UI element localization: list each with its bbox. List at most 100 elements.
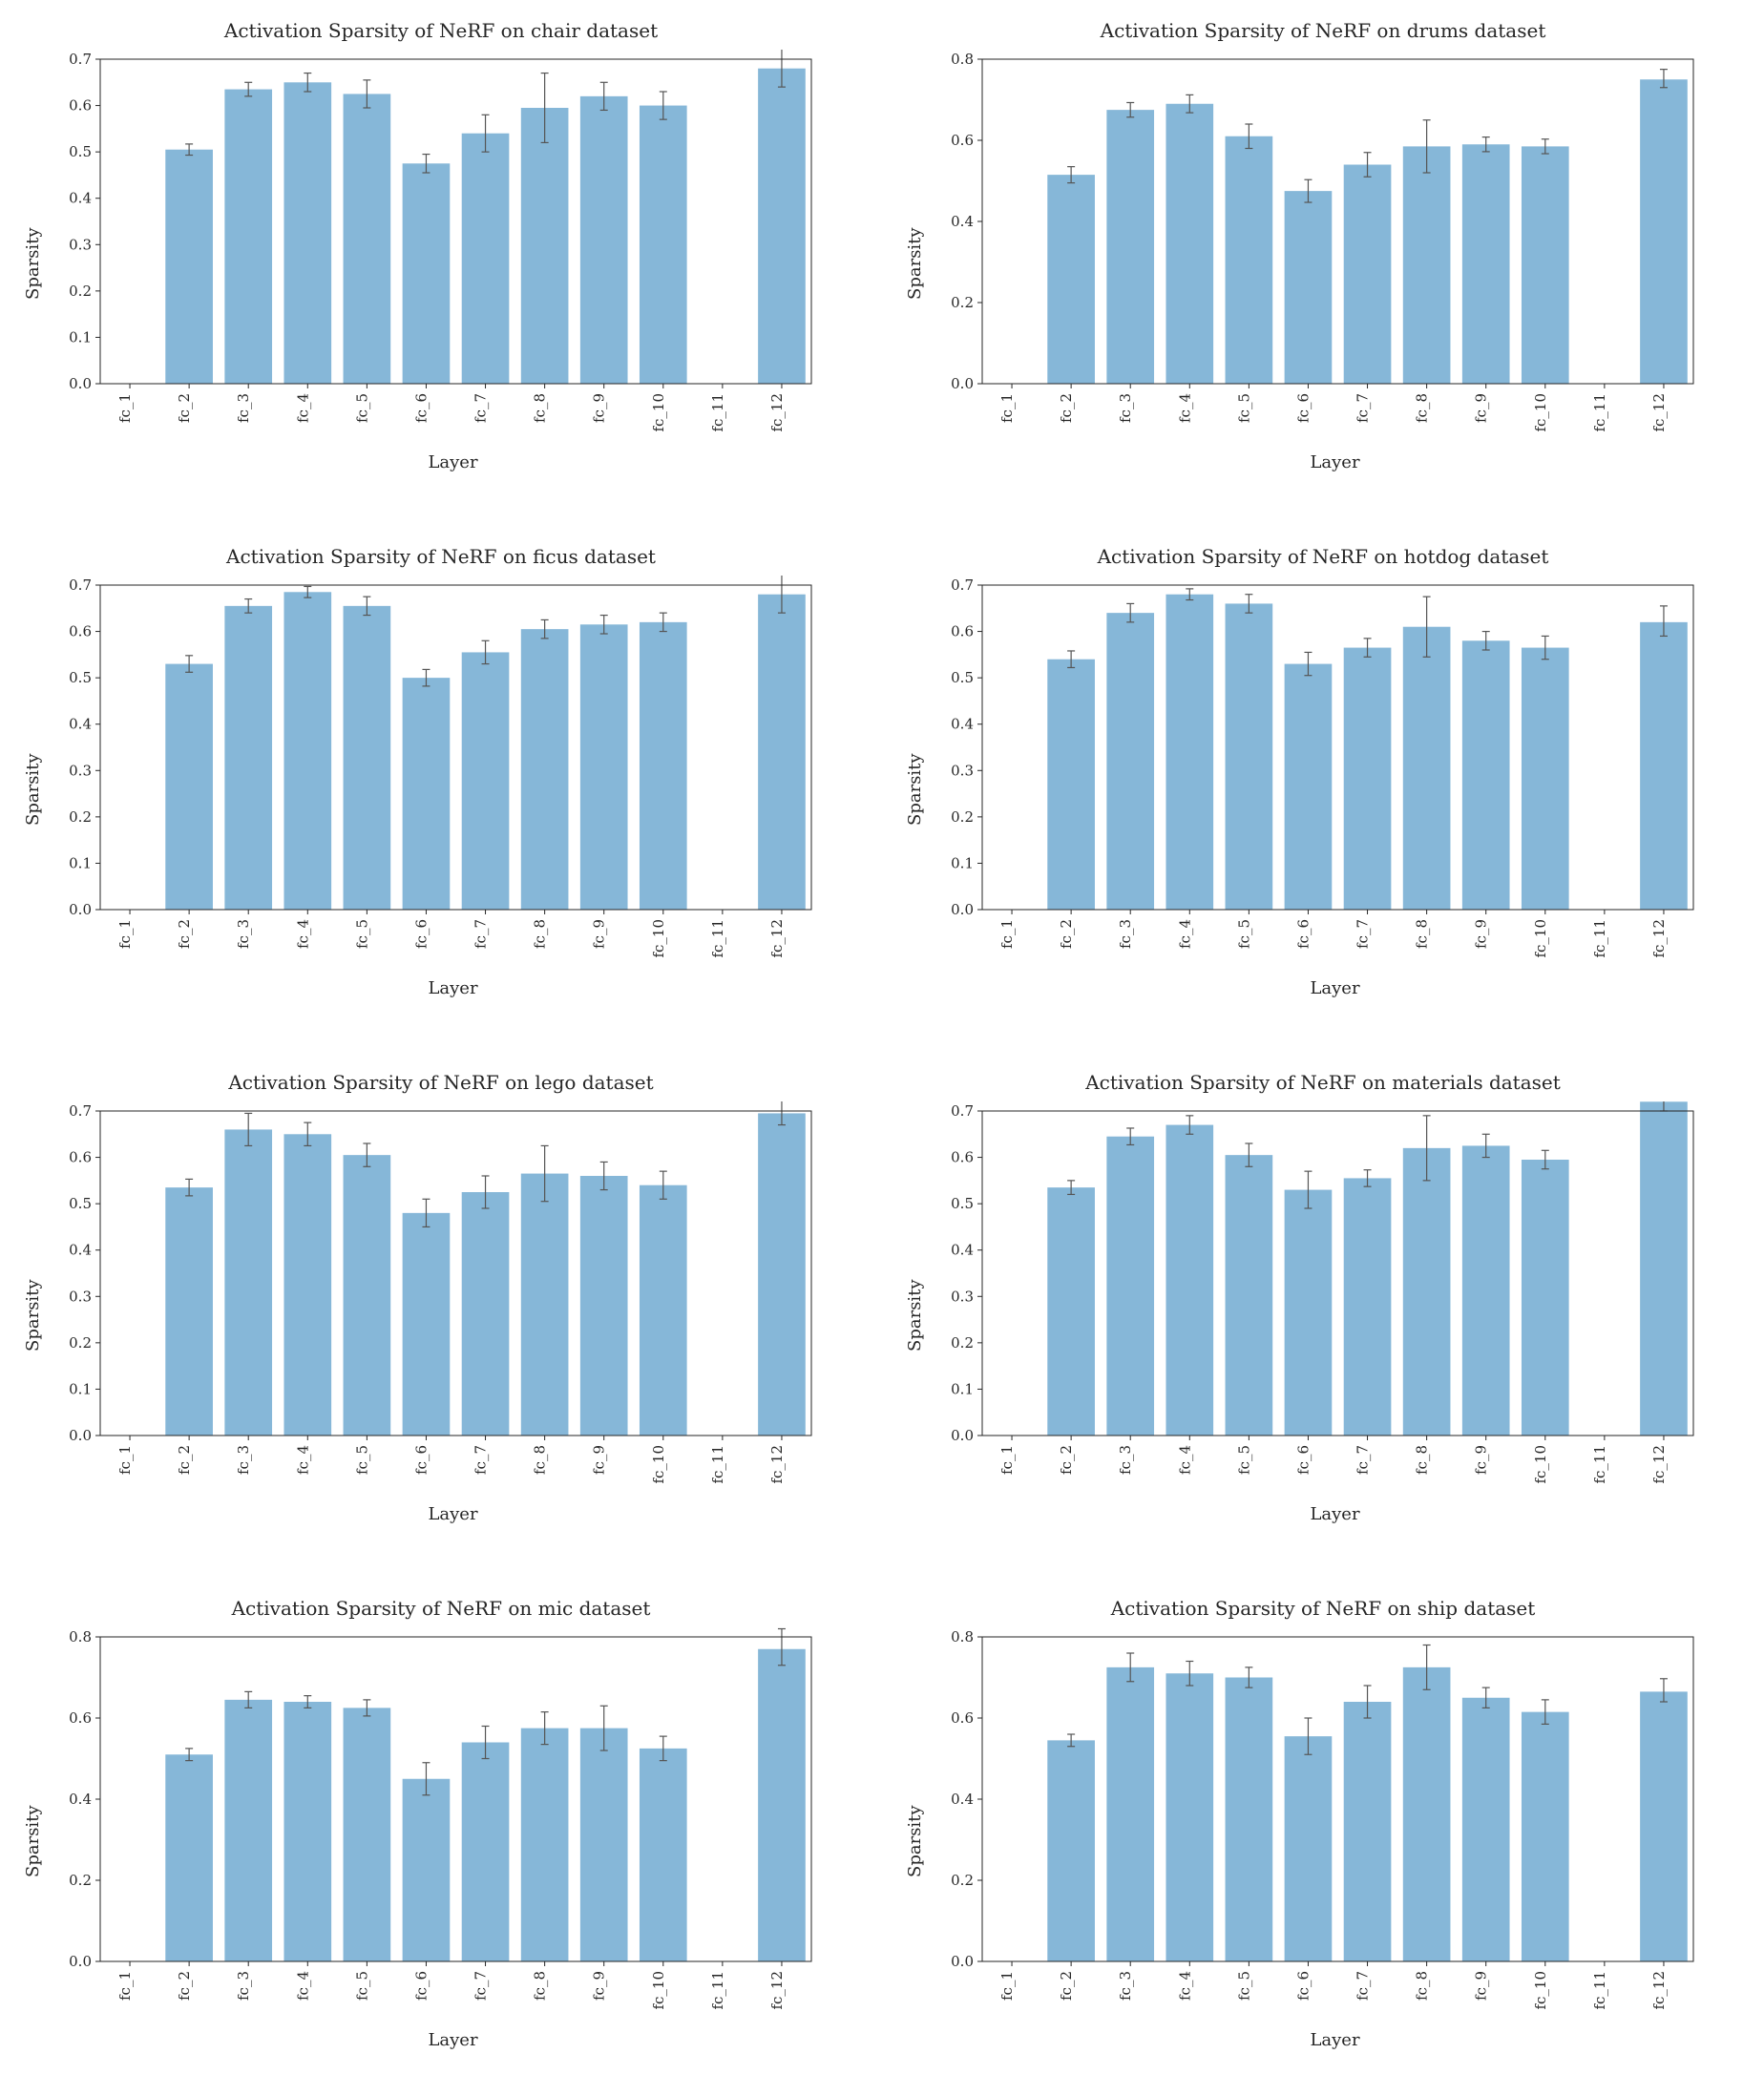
y-tick-label: 0.2 — [951, 1334, 974, 1352]
bar — [1285, 1190, 1333, 1436]
y-tick-label: 0.3 — [951, 1288, 974, 1305]
x-tick-label: fc_12 — [1650, 919, 1668, 958]
y-tick-label: 0.8 — [951, 1628, 974, 1645]
x-tick-label: fc_4 — [294, 919, 311, 949]
bar — [1462, 144, 1510, 384]
bar — [1344, 1702, 1392, 1961]
y-tick-label: 0.0 — [69, 1427, 92, 1444]
x-tick-label: fc_6 — [412, 1971, 430, 2001]
bar — [758, 595, 806, 910]
bar — [403, 163, 451, 384]
bar — [1106, 1137, 1154, 1436]
bar — [1226, 1678, 1273, 1962]
x-tick-label: fc_1 — [116, 1445, 134, 1475]
x-tick-label: fc_9 — [1473, 919, 1490, 949]
x-tick-label: fc_5 — [1235, 1971, 1252, 2001]
x-tick-label: fc_12 — [1650, 1971, 1668, 2010]
y-tick-label: 0.0 — [951, 901, 974, 918]
y-tick-label: 0.7 — [69, 51, 92, 68]
x-tick-label: fc_11 — [1591, 1971, 1608, 2010]
bar — [1403, 1667, 1451, 1961]
y-tick-label: 0.2 — [951, 808, 974, 826]
chart-panel: Activation Sparsity of NeRF on materials… — [901, 1071, 1745, 1530]
bar — [462, 1743, 510, 1962]
x-tick-label: fc_11 — [1591, 393, 1608, 432]
bar — [1522, 146, 1569, 384]
x-tick-label: fc_7 — [472, 919, 490, 949]
x-tick-label: fc_5 — [1235, 1445, 1252, 1475]
x-axis-label: Layer — [43, 1504, 863, 1524]
x-tick-label: fc_5 — [353, 919, 370, 949]
bar — [1166, 595, 1213, 910]
chart-panel: Activation Sparsity of NeRF on hotdog da… — [901, 545, 1745, 1004]
bar — [1462, 640, 1510, 910]
x-axis-label: Layer — [925, 978, 1745, 998]
bar — [1047, 660, 1095, 910]
y-tick-label: 0.2 — [951, 294, 974, 311]
bar — [1226, 603, 1273, 910]
y-tick-label: 0.4 — [951, 716, 974, 733]
x-tick-label: fc_4 — [1176, 919, 1193, 949]
y-tick-label: 0.7 — [69, 1102, 92, 1120]
y-tick-label: 0.4 — [951, 1791, 974, 1808]
x-tick-label: fc_12 — [768, 1971, 786, 2010]
bar-chart: 0.00.20.40.60.8fc_1fc_2fc_3fc_4fc_5fc_6f… — [925, 1627, 1708, 2028]
x-tick-label: fc_4 — [294, 393, 311, 423]
x-tick-label: fc_7 — [1354, 1445, 1372, 1475]
bar — [165, 1187, 213, 1436]
y-tick-label: 0.7 — [951, 1102, 974, 1120]
bar-chart: 0.00.20.40.60.8fc_1fc_2fc_3fc_4fc_5fc_6f… — [925, 50, 1708, 451]
bar — [462, 134, 510, 384]
y-axis-label: Sparsity — [901, 1101, 925, 1530]
x-tick-label: fc_3 — [1117, 919, 1134, 949]
bar — [165, 664, 213, 910]
y-tick-label: 0.7 — [69, 576, 92, 594]
x-tick-label: fc_4 — [294, 1445, 311, 1475]
x-axis-label: Layer — [925, 452, 1745, 472]
y-tick-label: 0.2 — [69, 1334, 92, 1352]
bar-chart: 0.00.20.40.60.8fc_1fc_2fc_3fc_4fc_5fc_6f… — [43, 1627, 826, 2028]
chart-panel: Activation Sparsity of NeRF on chair dat… — [19, 19, 863, 478]
bar — [521, 1729, 569, 1961]
y-tick-label: 0.4 — [69, 1242, 92, 1259]
bar — [521, 1174, 569, 1436]
bar — [1403, 146, 1451, 384]
bar — [580, 624, 628, 910]
bar — [462, 652, 510, 910]
chart-panel: Activation Sparsity of NeRF on mic datas… — [19, 1597, 863, 2056]
bar — [1166, 104, 1213, 384]
bar — [165, 1754, 213, 1961]
y-tick-label: 0.5 — [69, 669, 92, 686]
x-tick-label: fc_1 — [998, 1445, 1016, 1475]
x-tick-label: fc_3 — [235, 1971, 252, 2001]
y-tick-label: 0.5 — [951, 1195, 974, 1212]
bar — [1047, 1740, 1095, 1961]
bar — [1226, 136, 1273, 384]
x-axis-label: Layer — [925, 1504, 1745, 1524]
x-tick-label: fc_1 — [998, 393, 1016, 423]
chart-panel: Activation Sparsity of NeRF on lego data… — [19, 1071, 863, 1530]
y-tick-label: 0.4 — [69, 716, 92, 733]
x-tick-label: fc_12 — [768, 393, 786, 432]
y-tick-label: 0.6 — [951, 1709, 974, 1727]
bar — [640, 622, 687, 910]
bar — [1522, 648, 1569, 910]
y-tick-label: 0.6 — [69, 1709, 92, 1727]
x-tick-label: fc_9 — [1473, 1445, 1490, 1475]
x-tick-label: fc_8 — [532, 919, 549, 949]
bar — [1403, 627, 1451, 910]
bar — [1522, 1712, 1569, 1961]
x-tick-label: fc_3 — [235, 919, 252, 949]
x-tick-label: fc_2 — [176, 393, 193, 423]
x-tick-label: fc_8 — [1414, 1971, 1431, 2001]
bar — [758, 1113, 806, 1436]
chart-title: Activation Sparsity of NeRF on chair dat… — [224, 19, 658, 42]
bar — [758, 1649, 806, 1961]
x-tick-label: fc_6 — [412, 1445, 430, 1475]
y-tick-label: 0.6 — [951, 623, 974, 640]
x-tick-label: fc_3 — [1117, 1445, 1134, 1475]
x-tick-label: fc_10 — [650, 393, 667, 432]
bar — [1285, 1736, 1333, 1961]
x-tick-label: fc_3 — [1117, 393, 1134, 423]
bar — [344, 1708, 391, 1961]
